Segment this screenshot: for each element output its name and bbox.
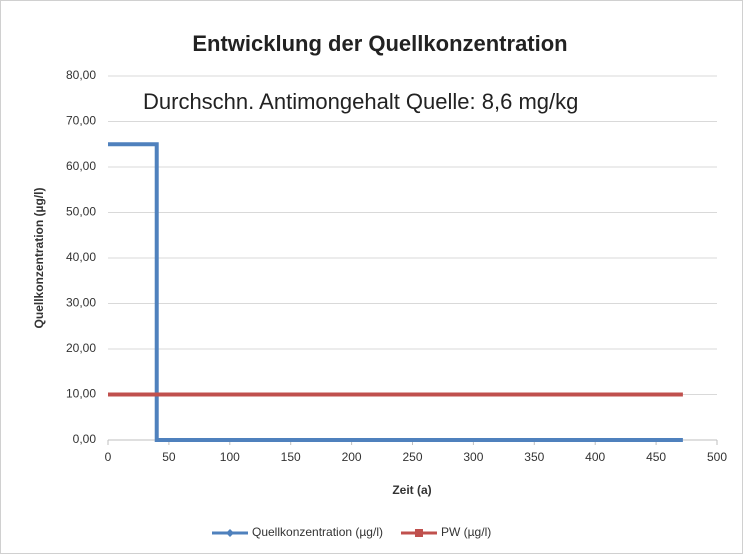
x-tick-label: 200	[342, 450, 362, 464]
y-tick-label: 10,00	[66, 387, 96, 401]
y-tick-label: 40,00	[66, 250, 96, 264]
x-tick-label: 0	[105, 450, 112, 464]
x-tick-label: 300	[463, 450, 483, 464]
annotation: Durchschn. Antimongehalt Quelle: 8,6 mg/…	[143, 89, 578, 114]
y-tick-label: 30,00	[66, 296, 96, 310]
legend-label: Quellkonzentration (µg/l)	[252, 525, 383, 539]
y-tick-label: 80,00	[66, 68, 96, 82]
x-tick-label: 400	[585, 450, 605, 464]
chart-title: Entwicklung der Quellkonzentration	[192, 31, 567, 56]
x-tick-label: 250	[402, 450, 422, 464]
y-tick-label: 70,00	[66, 114, 96, 128]
y-tick-label: 50,00	[66, 205, 96, 219]
y-tick-label: 0,00	[73, 432, 97, 446]
x-tick-label: 100	[220, 450, 240, 464]
x-tick-label: 150	[281, 450, 301, 464]
x-tick-label: 350	[524, 450, 544, 464]
legend-marker	[226, 529, 234, 537]
x-tick-label: 500	[707, 450, 727, 464]
legend-marker	[414, 529, 423, 537]
y-axis-label: Quellkonzentration (µg/l)	[32, 188, 46, 329]
x-axis-label: Zeit (a)	[392, 483, 431, 497]
x-tick-label: 450	[646, 450, 666, 464]
x-tick-label: 50	[162, 450, 176, 464]
legend-label: PW (µg/l)	[441, 525, 491, 539]
series-line	[108, 142, 683, 442]
y-tick-label: 20,00	[66, 341, 96, 355]
y-tick-label: 60,00	[66, 159, 96, 173]
